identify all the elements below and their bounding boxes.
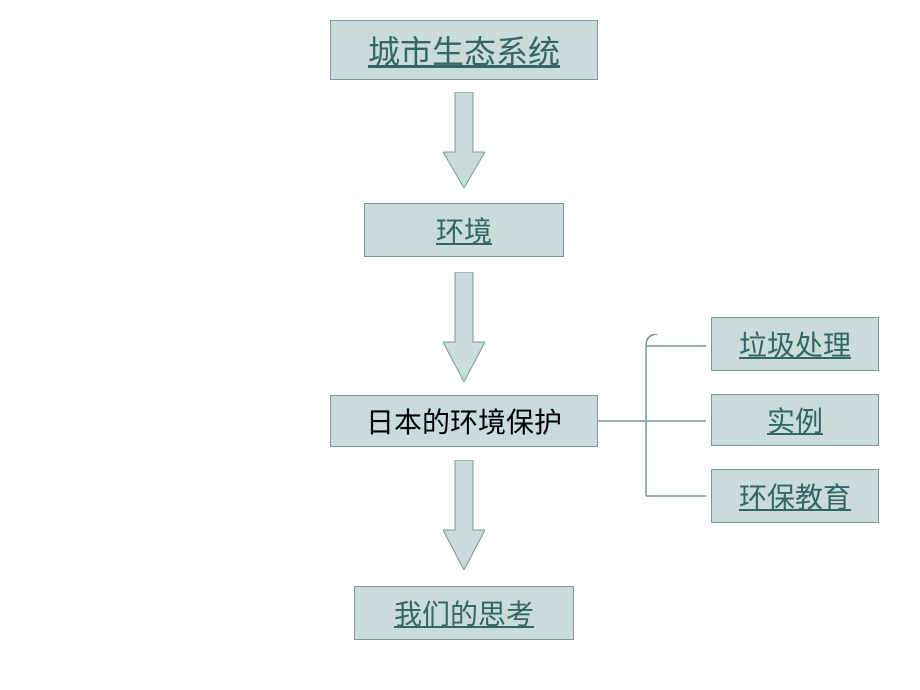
arrow-down-icon: [443, 272, 485, 382]
arrow-down-icon: [443, 460, 485, 570]
node-example[interactable]: 实例: [711, 394, 879, 446]
node-garbage-disposal-label: 垃圾处理: [739, 324, 851, 364]
node-env-education[interactable]: 环保教育: [711, 469, 879, 523]
bracket-connector: [598, 334, 712, 509]
node-environment[interactable]: 环境: [364, 203, 564, 257]
node-our-thinking[interactable]: 我们的思考: [354, 586, 574, 640]
node-urban-ecosystem-label: 城市生态系统: [368, 27, 560, 73]
node-japan-env-protection-label: 日本的环境保护: [366, 401, 562, 441]
node-urban-ecosystem[interactable]: 城市生态系统: [330, 20, 598, 80]
node-japan-env-protection: 日本的环境保护: [330, 395, 598, 447]
arrow-down-icon: [443, 92, 485, 188]
node-environment-label: 环境: [436, 210, 492, 250]
node-env-education-label: 环保教育: [739, 476, 851, 516]
node-our-thinking-label: 我们的思考: [394, 593, 534, 633]
node-garbage-disposal[interactable]: 垃圾处理: [711, 317, 879, 371]
node-example-label: 实例: [767, 400, 823, 440]
